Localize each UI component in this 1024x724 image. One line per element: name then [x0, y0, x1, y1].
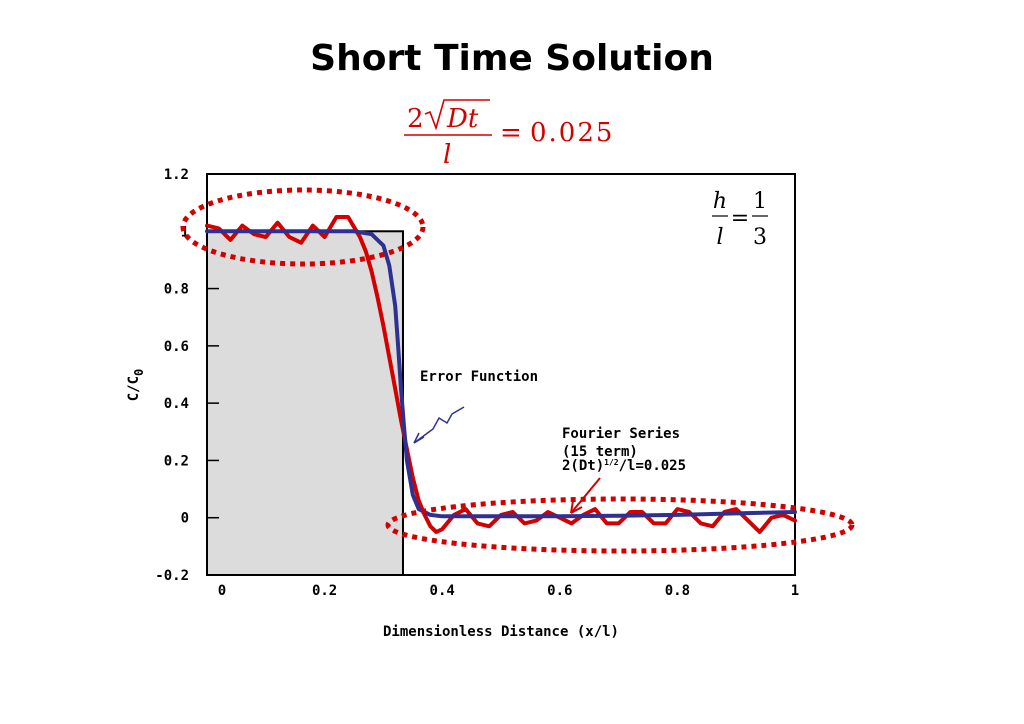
plot-frame: [206, 173, 796, 576]
y-tick-label: 0.2: [164, 453, 189, 469]
formula-denominator: l: [443, 140, 451, 170]
formula-value: 0.025: [530, 118, 614, 148]
x-tick-label: 0.8: [665, 583, 690, 599]
page-title: Short Time Solution: [310, 38, 714, 79]
x-tick-label: 0.6: [547, 583, 572, 599]
ratio-equals: =: [731, 206, 749, 231]
y-axis-label: C/C0: [126, 369, 146, 402]
formula: 2 Dt l = 0.025: [404, 99, 614, 170]
x-tick-label: 0.2: [312, 583, 337, 599]
ratio-value-num: 1: [753, 189, 767, 214]
y-tick-label: 0.4: [164, 396, 189, 412]
fourier-series-label: Fourier Series: [562, 426, 680, 442]
fourier-series-note: (15 term): [562, 444, 638, 460]
plot-area: -0.2 0 0.2 0.4 0.6 0.8 1 1.2 0 0.2 0.4 0.6 0.8 1 Dimen…: [126, 167, 855, 640]
arrowhead-icon: [413, 432, 425, 444]
y-tick-label: 1: [181, 224, 189, 240]
error-function-label: Error Function: [420, 369, 538, 385]
x-axis-label: Dimensionless Distance (x/l): [383, 624, 619, 640]
oscillation-highlight-top: [180, 187, 426, 267]
formula-coef: 2: [407, 104, 424, 134]
y-tick-label: 0: [181, 511, 189, 527]
ratio-denominator: l: [716, 225, 723, 250]
y-tick-label: -0.2: [155, 568, 189, 584]
x-tick-label: 0: [218, 583, 226, 599]
x-tick-label: 1: [791, 583, 799, 599]
ratio-value-den: 3: [753, 225, 767, 250]
formula-radicand: Dt: [446, 104, 479, 134]
initial-profile-area: [206, 230, 404, 577]
oscillation-highlight-bottom: [385, 496, 855, 554]
fourier-series-parameter: 2(Dt)1/2/l=0.025: [562, 458, 686, 474]
error-function-line: [205, 229, 797, 519]
arrowhead-icon: [570, 500, 583, 514]
x-tick-label: 0.4: [430, 583, 455, 599]
fourier-series-pointer: [570, 477, 601, 514]
formula-equals: =: [500, 118, 522, 148]
sqrt-icon: [424, 99, 490, 131]
ratio-numerator: h: [713, 189, 727, 214]
error-function-pointer: [413, 406, 465, 444]
y-tick-label: 1.2: [164, 167, 189, 183]
y-tick-label: 0.8: [164, 282, 189, 298]
y-tick-label: 0.6: [164, 339, 189, 355]
